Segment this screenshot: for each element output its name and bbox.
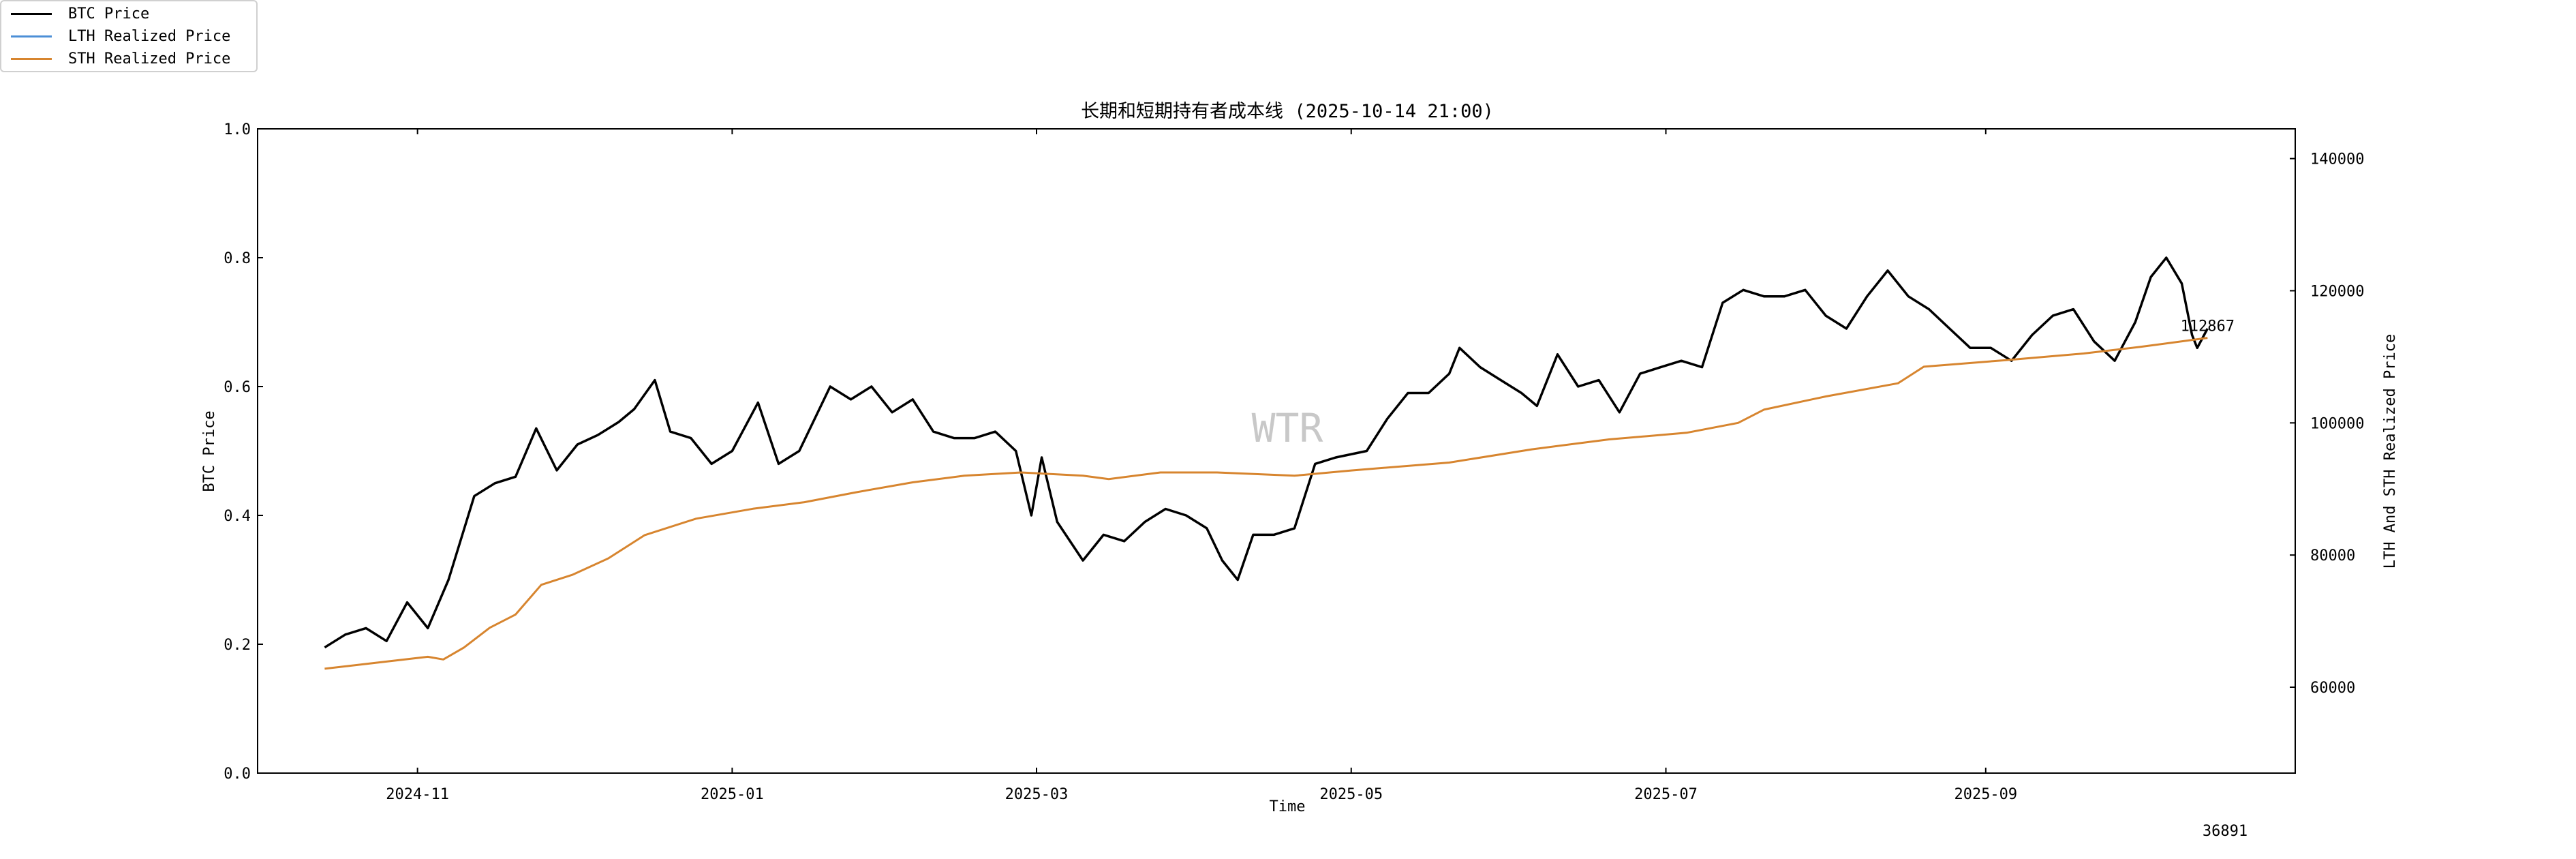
right-y-tick-label: 60000 <box>2310 680 2355 697</box>
left-y-axis-ticks: 0.0 0.2 0.4 0.6 0.8 1.0 <box>224 121 263 783</box>
left-y-tick-label: 0.0 <box>224 766 251 783</box>
x-tick-label: 2024-11 <box>386 786 449 803</box>
chart-title: 长期和短期持有者成本线 (2025-10-14 21:00) <box>1081 101 1494 122</box>
left-y-tick-label: 1.0 <box>224 121 251 138</box>
x-tick-label: 2025-09 <box>1954 786 2017 803</box>
left-y-axis-title: BTC Price <box>201 410 218 492</box>
right-y-axis-ticks: 60000 80000 100000 120000 140000 <box>2290 151 2364 697</box>
legend-swatch-lth <box>11 35 52 37</box>
x-axis-ticks: 2024-11 2025-01 2025-03 2025-05 2025-07 2025-… <box>386 129 2017 803</box>
series-lines <box>324 256 2209 670</box>
legend-item-lth: LTH Realized Price <box>1 26 230 46</box>
x-tick-label: 2025-01 <box>701 786 764 803</box>
x-axis-title: Time <box>1270 798 1306 815</box>
legend-item-btc: BTC Price <box>1 3 149 24</box>
series-line-btc-price <box>324 256 2209 649</box>
plot-frame <box>257 128 2296 774</box>
last-value-annotation: 112867 <box>2181 318 2235 335</box>
legend-label-sth: STH Realized Price <box>68 50 231 67</box>
x-tick-label: 2025-05 <box>1319 786 1383 803</box>
legend-label-btc: BTC Price <box>68 5 150 22</box>
legend-swatch-sth <box>11 57 52 60</box>
right-y-tick-label: 80000 <box>2310 547 2355 564</box>
legend-label-lth: LTH Realized Price <box>68 27 231 45</box>
footer-number: 36891 <box>2203 823 2248 840</box>
right-y-tick-label: 140000 <box>2310 151 2364 168</box>
x-tick-label: 2025-03 <box>1005 786 1069 803</box>
left-y-tick-label: 0.6 <box>224 379 251 396</box>
legend-swatch-btc <box>11 12 52 15</box>
right-y-axis-title: LTH And STH Realized Price <box>2382 334 2399 569</box>
right-y-tick-label: 100000 <box>2310 415 2364 432</box>
right-y-tick-label: 120000 <box>2310 283 2364 300</box>
left-y-tick-label: 0.8 <box>224 250 251 267</box>
legend-item-sth: STH Realized Price <box>1 48 230 69</box>
x-tick-label: 2025-07 <box>1634 786 1698 803</box>
left-y-tick-label: 0.2 <box>224 637 251 654</box>
left-y-tick-label: 0.4 <box>224 508 251 525</box>
series-line-sth-realized-price <box>324 337 2208 670</box>
watermark-text: WTR <box>1252 405 1323 451</box>
chart-legend: BTC Price LTH Realized Price STH Realize… <box>0 0 258 72</box>
